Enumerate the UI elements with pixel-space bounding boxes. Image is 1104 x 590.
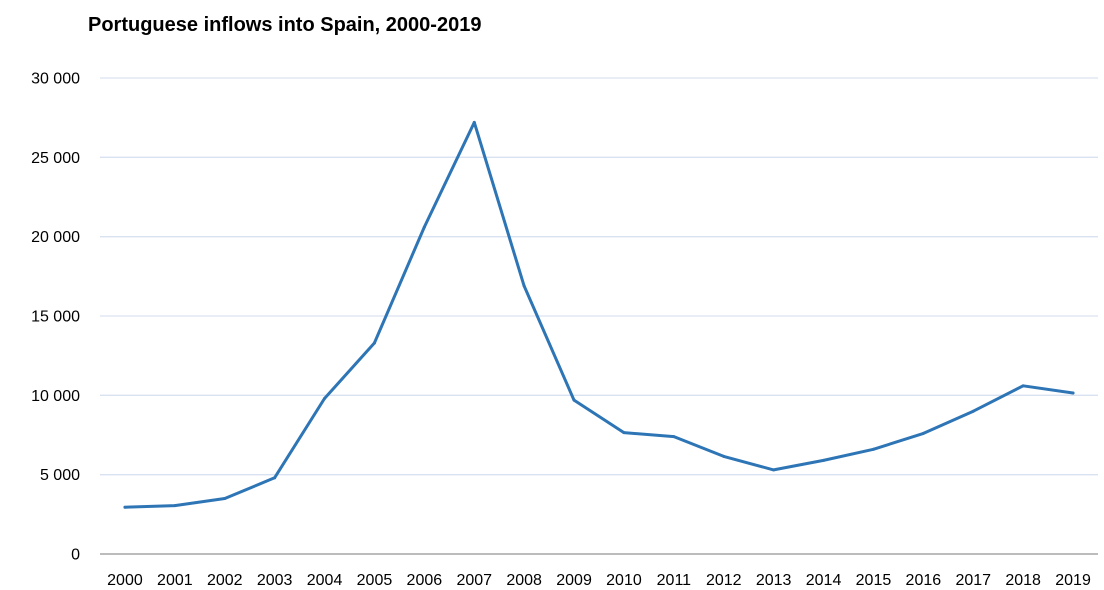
chart-title: Portuguese inflows into Spain, 2000-2019 bbox=[88, 14, 482, 36]
data-point bbox=[722, 454, 726, 458]
x-tick-label: 2016 bbox=[906, 572, 942, 589]
x-tick-label: 2007 bbox=[456, 572, 492, 589]
x-tick-label: 2009 bbox=[556, 572, 592, 589]
data-point bbox=[323, 397, 327, 401]
y-tick-label: 10 000 bbox=[31, 388, 80, 405]
data-point bbox=[372, 341, 376, 345]
y-axis-tick-labels: 0 5 000 10 000 15 000 20 000 25 000 30 000 bbox=[31, 71, 80, 564]
x-tick-label: 2015 bbox=[856, 572, 892, 589]
x-tick-label: 2017 bbox=[955, 572, 991, 589]
y-tick-label: 30 000 bbox=[31, 71, 80, 88]
x-tick-label: 2006 bbox=[407, 572, 443, 589]
gridlines bbox=[100, 77, 1098, 476]
data-point bbox=[772, 468, 776, 472]
data-point bbox=[173, 504, 177, 508]
data-point bbox=[572, 398, 576, 402]
x-tick-label: 2002 bbox=[207, 572, 243, 589]
series-layer bbox=[123, 120, 1075, 509]
x-tick-label: 2005 bbox=[357, 572, 393, 589]
x-tick-label: 2010 bbox=[606, 572, 642, 589]
x-tick-label: 2004 bbox=[307, 572, 343, 589]
data-point bbox=[971, 409, 975, 413]
data-point bbox=[422, 225, 426, 229]
x-tick-label: 2019 bbox=[1055, 572, 1091, 589]
data-point bbox=[223, 496, 227, 500]
y-tick-label: 5 000 bbox=[40, 467, 80, 484]
series-line bbox=[123, 120, 1075, 509]
x-tick-label: 2003 bbox=[257, 572, 293, 589]
y-tick-label: 0 bbox=[71, 547, 80, 564]
data-point bbox=[472, 120, 476, 124]
data-point bbox=[822, 458, 826, 462]
data-point bbox=[522, 284, 526, 288]
data-point bbox=[622, 431, 626, 435]
x-tick-label: 2013 bbox=[756, 572, 792, 589]
x-tick-label: 2000 bbox=[107, 572, 143, 589]
data-point bbox=[921, 431, 925, 435]
y-tick-label: 15 000 bbox=[31, 309, 80, 326]
x-tick-label: 2011 bbox=[657, 572, 692, 589]
y-tick-label: 25 000 bbox=[31, 150, 80, 167]
data-point bbox=[672, 435, 676, 439]
data-point bbox=[1071, 391, 1075, 395]
x-axis-tick-labels: 2000 2001 2002 2003 2004 2005 2006 2007 2008 2009… bbox=[107, 572, 1091, 589]
y-tick-label: 20 000 bbox=[31, 229, 80, 246]
x-tick-label: 2014 bbox=[806, 572, 842, 589]
x-tick-label: 2008 bbox=[506, 572, 542, 589]
x-tick-label: 2001 bbox=[157, 572, 193, 589]
data-point bbox=[1021, 384, 1025, 388]
data-point bbox=[273, 476, 277, 480]
data-point bbox=[871, 447, 875, 451]
data-point bbox=[123, 505, 127, 509]
x-tick-label: 2018 bbox=[1005, 572, 1041, 589]
x-tick-label: 2012 bbox=[706, 572, 742, 589]
